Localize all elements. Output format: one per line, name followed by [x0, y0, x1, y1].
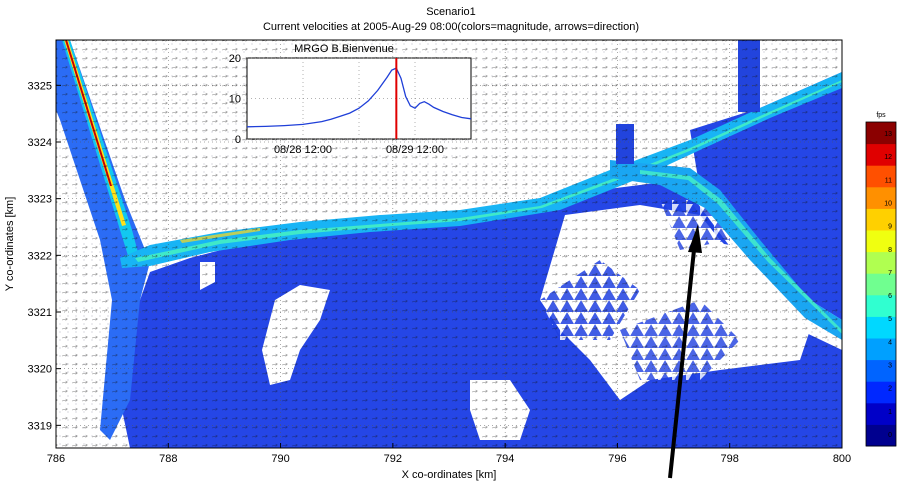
colorbar-cell — [866, 230, 896, 253]
colorbar-tick-label: 2 — [888, 386, 892, 393]
figure-title-line2: Current velocities at 2005-Aug-29 08:00(… — [263, 21, 639, 33]
colorbar-cell — [866, 316, 896, 339]
map-x-tick-label: 790 — [271, 453, 289, 465]
map-x-tick-label: 794 — [496, 453, 514, 465]
map-x-tick-label: 788 — [159, 453, 177, 465]
map-y-ticks: 3319 3320 3321 3322 3323 3324 3325 — [28, 80, 61, 432]
colorbar-cell — [866, 165, 896, 188]
colorbar-cell — [866, 424, 896, 447]
inset-y-tick-label: 20 — [229, 53, 241, 65]
map-y-tick-label: 3325 — [28, 80, 52, 92]
colorbar-cell — [866, 294, 896, 317]
colorbar-tick-label: 8 — [888, 247, 892, 254]
colorbar-tick-label: 9 — [888, 224, 892, 231]
colorbar-cell — [866, 122, 896, 145]
map-y-tick-label: 3320 — [28, 364, 52, 376]
map-y-label: Y co-ordinates [km] — [4, 197, 16, 292]
map-x-label: X co-ordinates [km] — [402, 469, 497, 481]
map-x-tick-label: 792 — [384, 453, 402, 465]
colorbar-cell — [866, 273, 896, 296]
colorbar-tick-label: 3 — [888, 363, 892, 370]
inset-grid — [247, 57, 471, 140]
map-y-tick-label: 3324 — [28, 137, 52, 149]
colorbar-tick-label: 12 — [884, 154, 892, 161]
map-x-tick-label: 800 — [833, 453, 851, 465]
colorbar-cell — [866, 251, 896, 274]
colorbar-cells — [866, 122, 896, 447]
colorbar-tick-label: 1 — [888, 409, 892, 416]
figure-title-line1: Scenario1 — [426, 6, 476, 18]
map-y-tick-label: 3323 — [28, 194, 52, 206]
inset-x-ticks: 08/28 12:00 08/29 12:00 — [274, 144, 444, 156]
map-x-tick-label: 796 — [608, 453, 626, 465]
annotation-arrow-shaft — [668, 249, 696, 479]
map-x-tick-label: 798 — [721, 453, 739, 465]
colorbar-cell — [866, 338, 896, 361]
velocity-field — [56, 40, 842, 448]
map-frame — [55, 39, 843, 449]
colorbar-cell — [866, 143, 896, 166]
map-y-tick-label: 3319 — [28, 420, 52, 432]
colorbar-tick-label: 10 — [884, 201, 892, 208]
colorbar-cell — [866, 186, 896, 209]
colorbar-cell — [866, 381, 896, 404]
inset-y-tick-label: 0 — [235, 134, 241, 146]
map-y-tick-label: 3321 — [28, 307, 52, 319]
map-x-tick-label: 786 — [47, 453, 65, 465]
colorbar-tick-label: 7 — [888, 270, 892, 277]
annotation-arrow — [668, 224, 702, 479]
colorbar-tick-label: 0 — [888, 432, 892, 439]
colorbar-tick-label: 6 — [888, 293, 892, 300]
inset-series-group — [246, 67, 472, 128]
inset-chart: MRGO B.Bienvenue 0 10 20 08/28 12:00 08/29 … — [229, 43, 472, 156]
map-x-ticks: 786 788 790 792 794 796 798 800 — [47, 443, 851, 465]
colorbar-cell — [866, 402, 896, 425]
colorbar-tick-label: 11 — [885, 177, 892, 184]
inset-x-tick-label: 08/28 12:00 — [274, 144, 332, 156]
inset-y-tick-label: 10 — [229, 94, 241, 106]
colorbar-tick-label: 13 — [884, 131, 892, 138]
inset-title: MRGO B.Bienvenue — [294, 43, 394, 55]
colorbar-unit: fps — [876, 112, 886, 119]
inset-x-tick-label: 08/29 12:00 — [386, 144, 444, 156]
map-axes: 786 788 790 792 794 796 798 800 3319 3320 3321 332… — [4, 39, 851, 481]
annotation-arrow-head — [688, 224, 702, 253]
inset-y-ticks: 0 10 20 — [229, 53, 241, 146]
inset-series-line — [246, 67, 472, 128]
colorbar-cell — [866, 208, 896, 231]
map-y-tick-label: 3322 — [28, 250, 52, 262]
colorbar-cell — [866, 359, 896, 382]
colorbar-tick-label: 5 — [888, 316, 892, 323]
colorbar-tick-label: 4 — [888, 339, 892, 346]
colorbar-frame — [865, 121, 897, 447]
